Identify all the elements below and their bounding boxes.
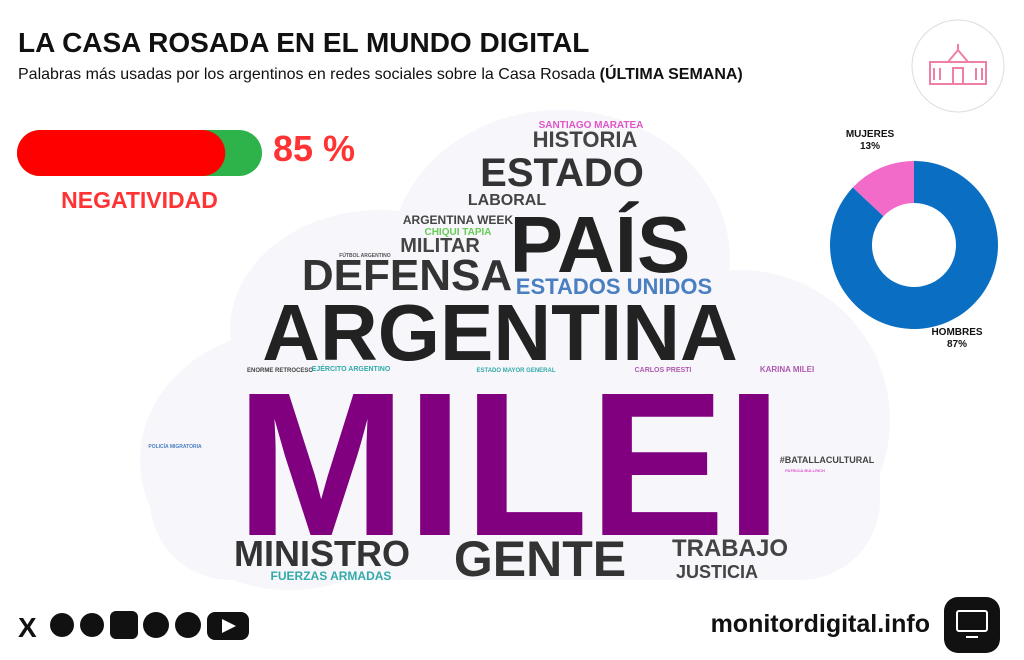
cloud-word: ENORME RETROCESO [247, 368, 313, 374]
cloud-word: DEFENSA [302, 251, 512, 300]
cloud-word: LABORAL [468, 192, 546, 209]
cloud-word: ARGENTINA WEEK [403, 213, 514, 227]
subtitle-emphasis: (ÚLTIMA SEMANA) [600, 64, 743, 83]
cloud-word: MILEI [236, 350, 783, 579]
cloud-word: #BATALLACULTURAL [780, 455, 875, 465]
title: LA CASA ROSADA EN EL MUNDO DIGITAL [18, 27, 589, 58]
cloud-word: PAÍS [510, 200, 691, 289]
cloud-word: MINISTRO [234, 533, 410, 574]
cloud-word: ESTADOS UNIDOS [516, 274, 712, 299]
cloud-word: HISTORIA [533, 127, 638, 152]
svg-text:X: X [18, 612, 37, 643]
cloud-word: CARLOS PRESTI [635, 367, 692, 374]
cloud-word: FÚTBOL ARGENTINO [339, 252, 390, 259]
cloud-word: ESTADO MAYOR GENERAL [476, 368, 555, 374]
subtitle-text: Palabras más usadas por los argentinos e… [18, 66, 595, 83]
negativity-bar [17, 130, 226, 176]
site-url: monitordigital.info [711, 610, 930, 638]
donut-label: HOMBRES [931, 327, 982, 338]
donut-slice [829, 161, 998, 330]
negativity-label: NEGATIVIDAD [61, 187, 218, 213]
cloud-word: FUERZAS ARMADAS [271, 569, 392, 583]
monitor-icon [944, 597, 1000, 653]
cloud-word: GENTE [454, 531, 626, 587]
negativity-value: 85 % [273, 128, 355, 169]
cloud-word: ARGENTINA [262, 288, 738, 377]
logo [911, 19, 1005, 113]
cloud-word: POLICÍA MIGRATORIA [148, 442, 202, 450]
subtitle: Palabras más usadas por los argentinos e… [18, 64, 743, 83]
cloud-word: CHIQUI TAPIA [424, 227, 491, 238]
donut-value-label: 13% [860, 141, 880, 152]
donut-value-label: 87% [947, 339, 967, 350]
cloud-word: ESTADO [480, 151, 644, 195]
cloud-word: MILITAR [400, 235, 480, 257]
cloud-word: SANTIAGO MARATEA [539, 120, 644, 131]
cloud-word: TRABAJO [672, 535, 788, 562]
social-icons: X [18, 611, 249, 643]
donut-label: MUJERES [846, 129, 895, 140]
cloud-word: EJÉRCITO ARGENTINO [312, 364, 391, 373]
cloud-word: PATRICIA BULLRICH [785, 468, 825, 473]
donut-slice [852, 161, 914, 217]
cloud-background [140, 110, 890, 590]
cloud-word: JUSTICIA [676, 562, 758, 582]
cloud-word: KARINA MILEI [760, 365, 814, 374]
